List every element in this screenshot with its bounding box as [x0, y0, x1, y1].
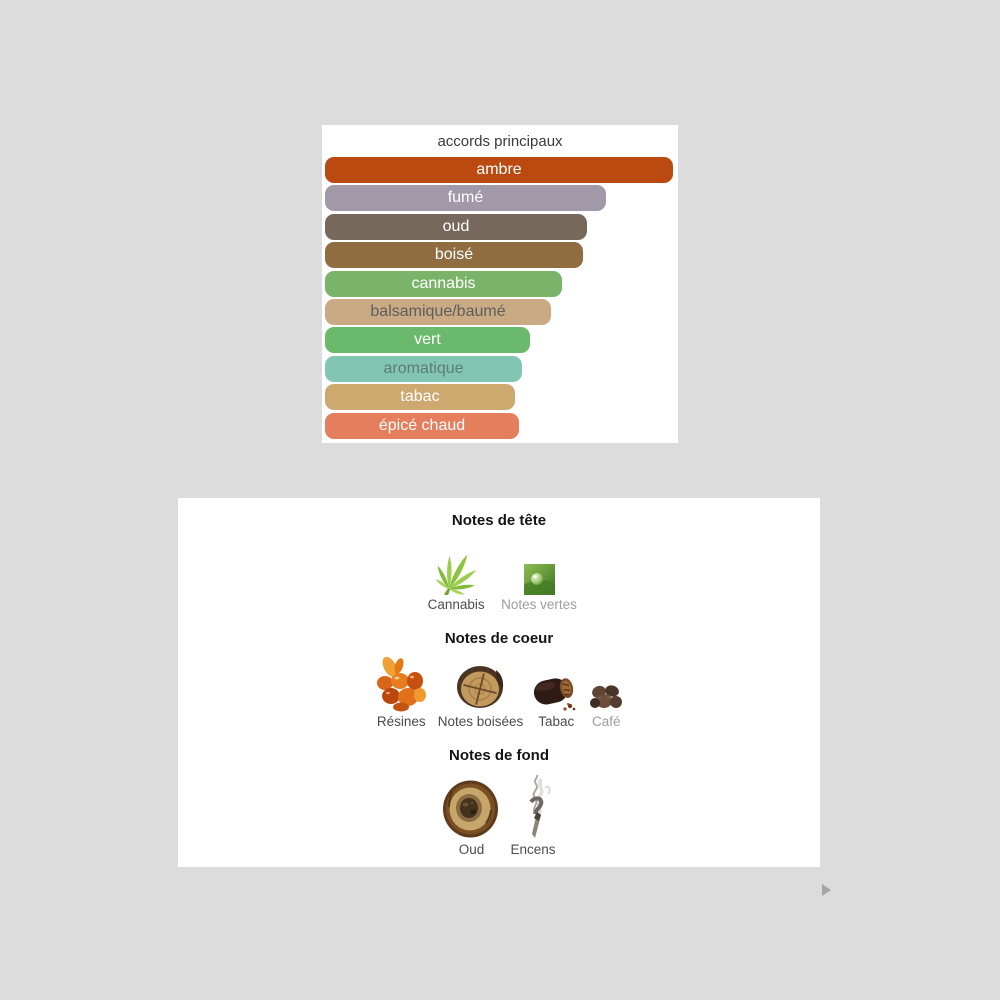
- note-label-cannabis: Cannabis: [427, 597, 485, 612]
- note-label-notes-boisees: Notes boisées: [437, 714, 524, 729]
- heart-notes-row: Résines Notes bo: [178, 655, 820, 729]
- note-iconbox: [511, 774, 555, 840]
- accords-bars: ambre fumé oud boisé cannabis balsamique…: [322, 157, 678, 439]
- oud-wood-slice-icon: [443, 780, 499, 838]
- note-iconbox: [589, 683, 623, 712]
- accord-bar-ambre: ambre: [325, 157, 673, 183]
- accord-bar-cannabis: cannabis: [325, 270, 562, 297]
- base-notes-row: Oud Encens: [178, 774, 820, 857]
- note-iconbox: [456, 664, 505, 712]
- note-item-encens[interactable]: Encens: [510, 774, 556, 857]
- accord-bar-boise: boisé: [325, 242, 583, 269]
- note-item-cafe[interactable]: Café: [589, 683, 623, 729]
- accords-title: accords principaux: [437, 133, 563, 150]
- section-base-notes: Notes de fond: [178, 729, 820, 857]
- accord-bar-oud: oud: [325, 213, 587, 240]
- cannabis-leaf-icon: [435, 554, 477, 595]
- accord-bar-aromatique: aromatique: [325, 355, 522, 382]
- section-top-notes: Notes de tête: [178, 498, 820, 613]
- accords-panel: accords principaux ambre fumé oud boisé …: [322, 125, 678, 443]
- note-label-encens: Encens: [510, 842, 556, 857]
- accord-bar-balsamique: balsamique/baumé: [325, 298, 551, 325]
- accord-bar-fume: fumé: [325, 185, 606, 212]
- note-label-resines: Résines: [376, 714, 426, 729]
- accord-bar-epice-chaud: épicé chaud: [325, 412, 519, 439]
- note-label-notes-vertes: Notes vertes: [501, 597, 577, 612]
- top-notes-row: Cannabis: [178, 543, 820, 612]
- incense-smoke-icon: [529, 774, 551, 838]
- note-iconbox: [421, 543, 491, 595]
- note-iconbox: [523, 564, 555, 595]
- note-label-cafe: Café: [592, 714, 621, 729]
- section-title-top-notes: Notes de tête: [451, 512, 547, 529]
- note-item-cannabis[interactable]: Cannabis: [421, 543, 491, 612]
- note-iconbox: [375, 655, 428, 712]
- note-item-tabac[interactable]: Tabac: [533, 673, 579, 729]
- resin-chunks-icon: [376, 656, 426, 712]
- green-leaf-drop-icon: [523, 564, 555, 595]
- next-arrow-icon[interactable]: [822, 884, 831, 896]
- note-label-tabac: Tabac: [538, 714, 575, 729]
- note-item-resines[interactable]: Résines: [375, 655, 428, 729]
- note-item-oud[interactable]: Oud: [442, 779, 500, 857]
- accord-bar-vert: vert: [325, 327, 530, 354]
- note-item-notes-boisees[interactable]: Notes boisées: [437, 664, 524, 729]
- note-iconbox: [442, 779, 500, 840]
- notes-pyramid-panel: Notes de tête: [178, 498, 820, 867]
- tobacco-roll-icon: [534, 678, 576, 711]
- section-title-base-notes: Notes de fond: [449, 747, 549, 764]
- section-heart-notes: Notes de coeur: [178, 612, 820, 729]
- wood-log-icon: [457, 666, 504, 708]
- accord-bar-tabac: tabac: [325, 384, 515, 411]
- section-title-heart-notes: Notes de coeur: [444, 630, 554, 647]
- coffee-chunks-icon: [590, 685, 623, 708]
- note-iconbox: [533, 673, 579, 712]
- note-item-notes-vertes[interactable]: Notes vertes: [501, 564, 577, 612]
- note-label-oud: Oud: [458, 842, 485, 857]
